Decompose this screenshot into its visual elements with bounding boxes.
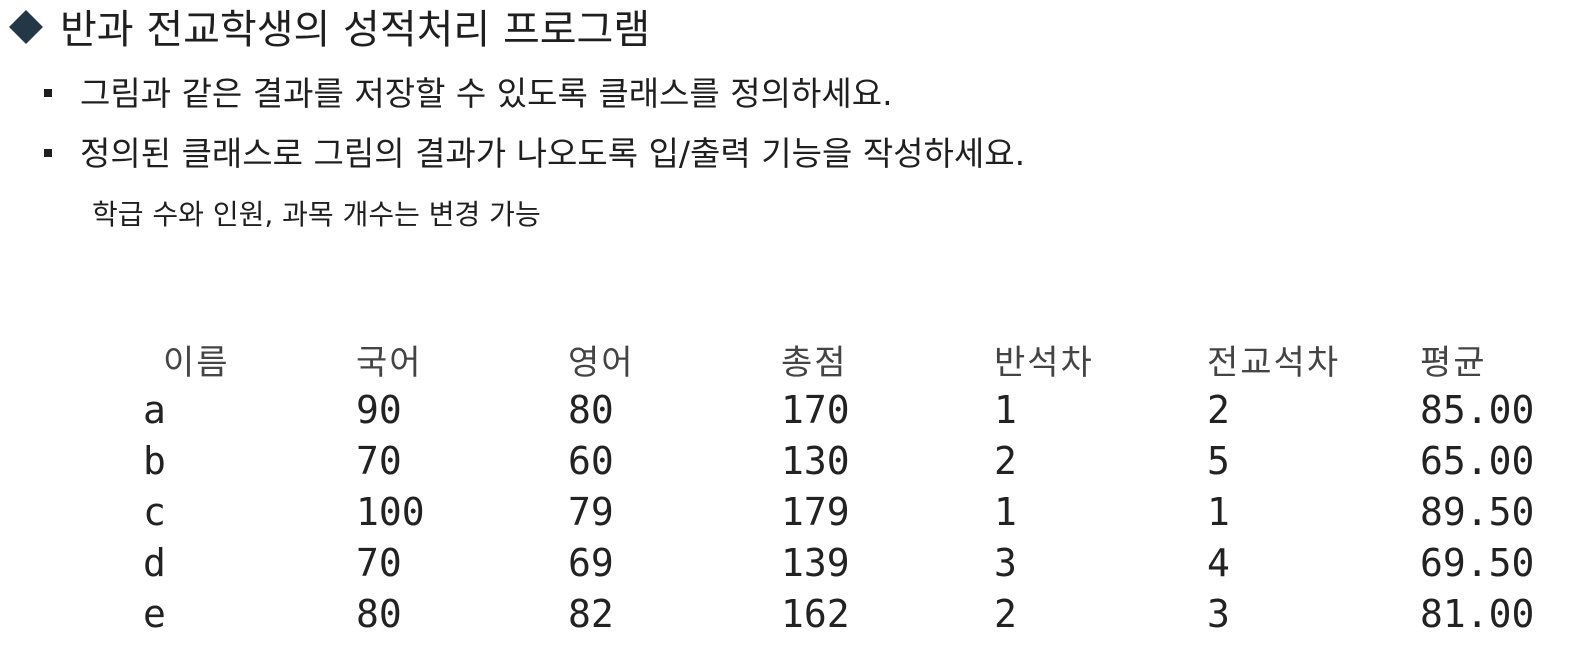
table-row: d 70 69 139 3 4 69.50 (0, 538, 1573, 588)
cell-average: 65.00 (1420, 439, 1535, 483)
cell-english: 79 (568, 490, 614, 534)
header-name: 이름 (163, 343, 230, 383)
cell-korean: 100 (356, 490, 425, 534)
diamond-bullet-icon (9, 10, 43, 44)
table-row: c 100 79 179 1 1 89.50 (0, 487, 1573, 537)
header-class-rank: 반석차 (994, 343, 1094, 383)
header-school-rank: 전교석차 (1207, 343, 1341, 383)
table-row: e 80 82 162 2 3 81.00 (0, 589, 1573, 639)
cell-name: b (143, 439, 166, 483)
cell-school-rank: 3 (1207, 592, 1230, 636)
cell-korean: 70 (356, 439, 402, 483)
cell-korean: 80 (356, 592, 402, 636)
cell-school-rank: 2 (1207, 388, 1230, 432)
cell-total: 162 (781, 592, 850, 636)
cell-english: 60 (568, 439, 614, 483)
cell-korean: 90 (356, 388, 402, 432)
square-bullet-icon (44, 149, 52, 157)
cell-school-rank: 4 (1207, 541, 1230, 585)
cell-class-rank: 3 (994, 541, 1017, 585)
cell-average: 89.50 (1420, 490, 1535, 534)
bullet-item: 그림과 같은 결과를 저장할 수 있도록 클래스를 정의하세요. (44, 74, 893, 114)
console-output: 이름 국어 영어 총점 반석차 전교석차 평균 a 90 80 170 1 2 … (0, 330, 1573, 658)
cell-school-rank: 5 (1207, 439, 1230, 483)
page-title-text: 반과 전교학생의 성적처리 프로그램 (60, 7, 651, 53)
cell-english: 69 (568, 541, 614, 585)
cell-average: 85.00 (1420, 388, 1535, 432)
cell-total: 130 (781, 439, 850, 483)
cell-korean: 70 (356, 541, 402, 585)
square-bullet-icon (44, 89, 52, 97)
cell-english: 82 (568, 592, 614, 636)
cell-name: e (143, 592, 166, 636)
header-english: 영어 (568, 343, 635, 383)
cell-class-rank: 1 (994, 388, 1017, 432)
cell-total: 139 (781, 541, 850, 585)
table-row: b 70 60 130 2 5 65.00 (0, 436, 1573, 486)
cell-school-rank: 1 (1207, 490, 1230, 534)
cell-total: 179 (781, 490, 850, 534)
cell-english: 80 (568, 388, 614, 432)
bullet-text: 그림과 같은 결과를 저장할 수 있도록 클래스를 정의하세요. (80, 74, 893, 113)
cell-average: 81.00 (1420, 592, 1535, 636)
cell-class-rank: 2 (994, 592, 1017, 636)
cell-name: a (143, 388, 166, 432)
header-korean: 국어 (356, 343, 423, 383)
bullet-text: 정의된 클래스로 그림의 결과가 나오도록 입/출력 기능을 작성하세요. (80, 134, 1026, 173)
cell-name: d (143, 541, 166, 585)
note-text: 학급 수와 인원, 과목 개수는 변경 가능 (92, 198, 541, 231)
cell-average: 69.50 (1420, 541, 1535, 585)
cell-class-rank: 1 (994, 490, 1017, 534)
table-row: a 90 80 170 1 2 85.00 (0, 385, 1573, 435)
header-average: 평균 (1420, 343, 1487, 383)
table-header-row: 이름 국어 영어 총점 반석차 전교석차 평균 (0, 338, 1573, 388)
cell-class-rank: 2 (994, 439, 1017, 483)
page-title: 반과 전교학생의 성적처리 프로그램 (9, 6, 651, 54)
cell-name: c (143, 490, 166, 534)
bullet-item: 정의된 클래스로 그림의 결과가 나오도록 입/출력 기능을 작성하세요. (44, 134, 1025, 174)
header-total: 총점 (781, 343, 848, 383)
cell-total: 170 (781, 388, 850, 432)
